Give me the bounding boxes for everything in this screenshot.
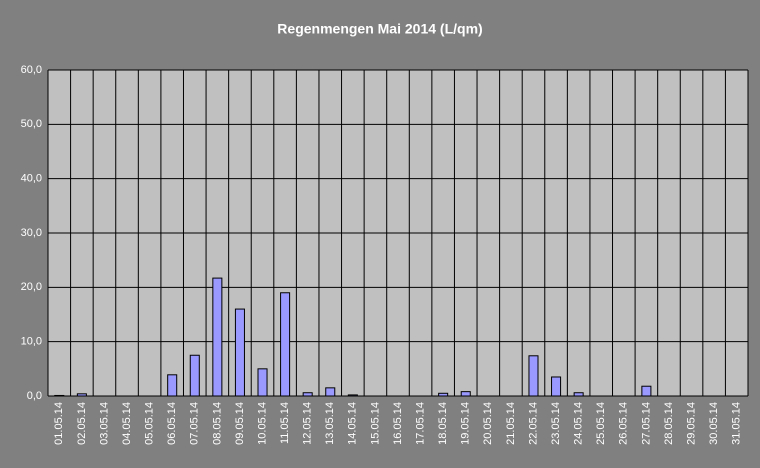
x-tick-label: 18.05.14: [437, 402, 449, 445]
chart-title: Regenmengen Mai 2014 (L/qm): [277, 21, 482, 37]
bar: [573, 392, 584, 397]
x-tick-label: 20.05.14: [482, 402, 494, 445]
y-tick-label: 10,0: [21, 336, 42, 348]
bar: [280, 292, 291, 397]
y-tick-label: 50,0: [21, 118, 42, 130]
x-tick-label: 22.05.14: [527, 402, 539, 445]
x-tick-label: 07.05.14: [189, 402, 201, 445]
bar: [347, 394, 358, 397]
y-tick-label: 20,0: [21, 281, 42, 293]
x-tick-label: 12.05.14: [302, 402, 314, 445]
x-tick-label: 15.05.14: [369, 402, 381, 445]
x-tick-label: 10.05.14: [256, 402, 268, 445]
bar: [325, 387, 336, 397]
y-tick-label: 60,0: [21, 64, 42, 76]
x-tick-label: 28.05.14: [663, 402, 675, 445]
x-tick-label: 16.05.14: [392, 402, 404, 445]
y-tick-label: 30,0: [21, 227, 42, 239]
y-tick-label: 0,0: [27, 390, 42, 402]
x-tick-label: 11.05.14: [279, 402, 291, 444]
bar: [528, 355, 539, 397]
x-tick-label: 04.05.14: [121, 402, 133, 445]
x-tick-label: 29.05.14: [685, 402, 697, 445]
bar: [302, 392, 313, 397]
x-tick-label: 19.05.14: [460, 402, 472, 445]
x-tick-label: 30.05.14: [708, 402, 720, 445]
x-tick-label: 05.05.14: [144, 402, 156, 445]
x-tick-label: 26.05.14: [618, 402, 630, 445]
bar: [212, 277, 223, 397]
x-tick-label: 25.05.14: [595, 402, 607, 445]
bar: [460, 391, 471, 397]
bar: [54, 394, 65, 397]
x-tick-label: 14.05.14: [347, 402, 359, 445]
x-tick-label: 09.05.14: [234, 402, 246, 445]
bar: [641, 385, 652, 397]
x-tick-label: 21.05.14: [505, 402, 517, 445]
bar: [167, 374, 178, 397]
x-tick-label: 23.05.14: [550, 402, 562, 445]
x-tick-label: 01.05.14: [53, 402, 65, 445]
x-tick-label: 24.05.14: [573, 402, 585, 445]
x-tick-label: 17.05.14: [414, 402, 426, 445]
bar: [189, 354, 200, 397]
bar: [76, 393, 87, 397]
bar: [551, 376, 562, 397]
x-tick-label: 31.05.14: [731, 402, 743, 445]
x-tick-label: 03.05.14: [98, 402, 110, 445]
bar: [234, 308, 245, 397]
x-tick-label: 13.05.14: [324, 402, 336, 445]
y-tick-label: 40,0: [21, 173, 42, 185]
x-tick-label: 02.05.14: [76, 402, 88, 445]
bar: [257, 368, 268, 397]
x-tick-label: 27.05.14: [640, 402, 652, 445]
x-tick-label: 06.05.14: [166, 402, 178, 445]
x-tick-label: 08.05.14: [211, 402, 223, 445]
bar: [438, 392, 449, 397]
